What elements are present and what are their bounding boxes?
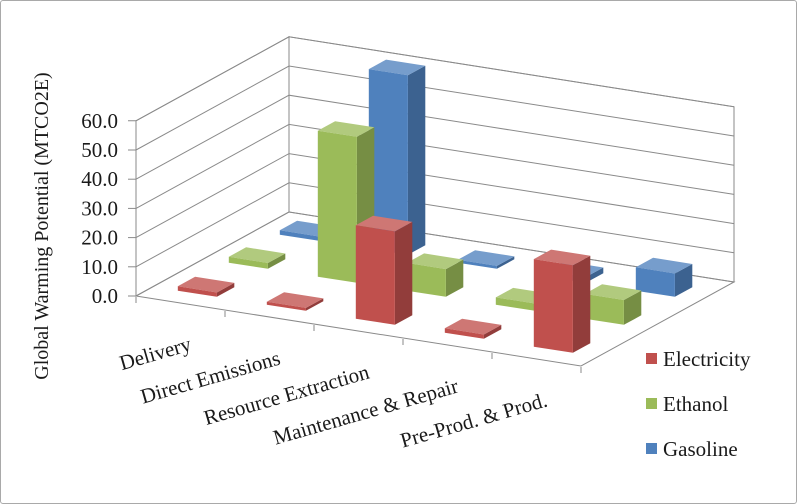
bar-top-face (444, 318, 502, 335)
bar-gasoline-pre-prod-prod[interactable] (635, 257, 693, 297)
bar-front-face (495, 297, 535, 311)
bar-electricity-maintenance-repair[interactable] (444, 318, 502, 339)
bar-front-face (228, 256, 268, 269)
bar-side-face (216, 282, 235, 297)
bar-ethanol-resource-extraction[interactable] (406, 253, 464, 297)
bar-front-face (584, 293, 624, 325)
bar-front-face (457, 259, 497, 269)
bar-gasoline-resource-extraction[interactable] (457, 250, 515, 269)
legend-label-electricity: Electricity (663, 347, 751, 371)
bar-gasoline-direct-emissions[interactable] (368, 59, 426, 255)
bar-electricity-resource-extraction[interactable] (355, 215, 413, 325)
bar-ethanol-pre-prod-prod[interactable] (584, 284, 642, 325)
bar-top-face (177, 276, 235, 293)
bar-side-face (483, 324, 502, 339)
bar-top-face (266, 292, 324, 308)
bar-top-face (228, 247, 286, 263)
legend-item-electricity[interactable]: Electricity (646, 347, 751, 371)
bar-top-face (584, 284, 642, 300)
gridline-40 (135, 94, 735, 180)
legend-marker-electricity (646, 353, 657, 364)
bar-electricity-direct-emissions[interactable] (266, 292, 324, 311)
bar-front-face (533, 259, 573, 353)
legend: Electricity Ethanol Gasoline (646, 347, 751, 461)
y-tick-label-10.0[interactable]: 10.0 (81, 255, 118, 279)
bar-top-face (457, 250, 515, 266)
bar-front-face (368, 69, 408, 255)
bar-top-face (406, 253, 464, 270)
bar-top-face (533, 249, 591, 266)
bar-front-face (266, 301, 306, 311)
bar-front-face (444, 328, 484, 339)
category-label-delivery[interactable]: Delivery (117, 332, 195, 375)
bar-side-face (305, 298, 324, 311)
y-tick-label-50.0[interactable]: 50.0 (81, 138, 118, 162)
bar-electricity-delivery[interactable] (177, 276, 235, 297)
gridline-10 (135, 182, 735, 268)
bar-side-face (445, 259, 464, 297)
legend-item-ethanol[interactable]: Ethanol (646, 392, 728, 416)
bar-front-face (317, 130, 357, 283)
legend-marker-gasoline (646, 443, 657, 454)
bar-top-face (635, 257, 693, 274)
bar-top-face (368, 59, 426, 76)
bar-side-face (394, 221, 413, 325)
bar-side-face (674, 264, 693, 297)
bar-front-face (177, 286, 217, 297)
y-tick-label-60.0[interactable]: 60.0 (81, 109, 118, 133)
bar-top-face (317, 121, 375, 137)
gridline-50 (135, 65, 735, 151)
bar-ethanol-delivery[interactable] (228, 247, 286, 269)
legend-label-ethanol: Ethanol (663, 392, 728, 416)
bar-side-face (623, 290, 642, 325)
gridline-20 (135, 153, 735, 239)
bar-side-face (496, 256, 515, 269)
bar-top-face (355, 215, 413, 232)
bar-side-face (572, 255, 591, 353)
legend-marker-ethanol (646, 398, 657, 409)
y-axis-title[interactable]: Global Warming Potential (MTCO2E) (31, 72, 53, 379)
y-tick-label-0.0[interactable]: 0.0 (92, 284, 118, 308)
bar-front-face (406, 262, 446, 297)
y-tick-label-20.0[interactable]: 20.0 (81, 226, 118, 250)
y-tick-label-30.0[interactable]: 30.0 (81, 196, 118, 220)
legend-label-gasoline: Gasoline (663, 437, 738, 461)
y-tick-label-40.0[interactable]: 40.0 (81, 167, 118, 191)
gridline-60 (135, 36, 735, 122)
bar-side-face (407, 65, 426, 255)
bar-front-face (355, 225, 395, 325)
gridline-30 (135, 123, 735, 209)
bar-front-face (279, 230, 319, 241)
bar-side-face (267, 253, 286, 269)
floor (134, 211, 736, 367)
legend-item-gasoline[interactable]: Gasoline (646, 437, 738, 461)
bar-front-face (635, 267, 675, 297)
bar-electricity-pre-prod-prod[interactable] (533, 249, 591, 353)
